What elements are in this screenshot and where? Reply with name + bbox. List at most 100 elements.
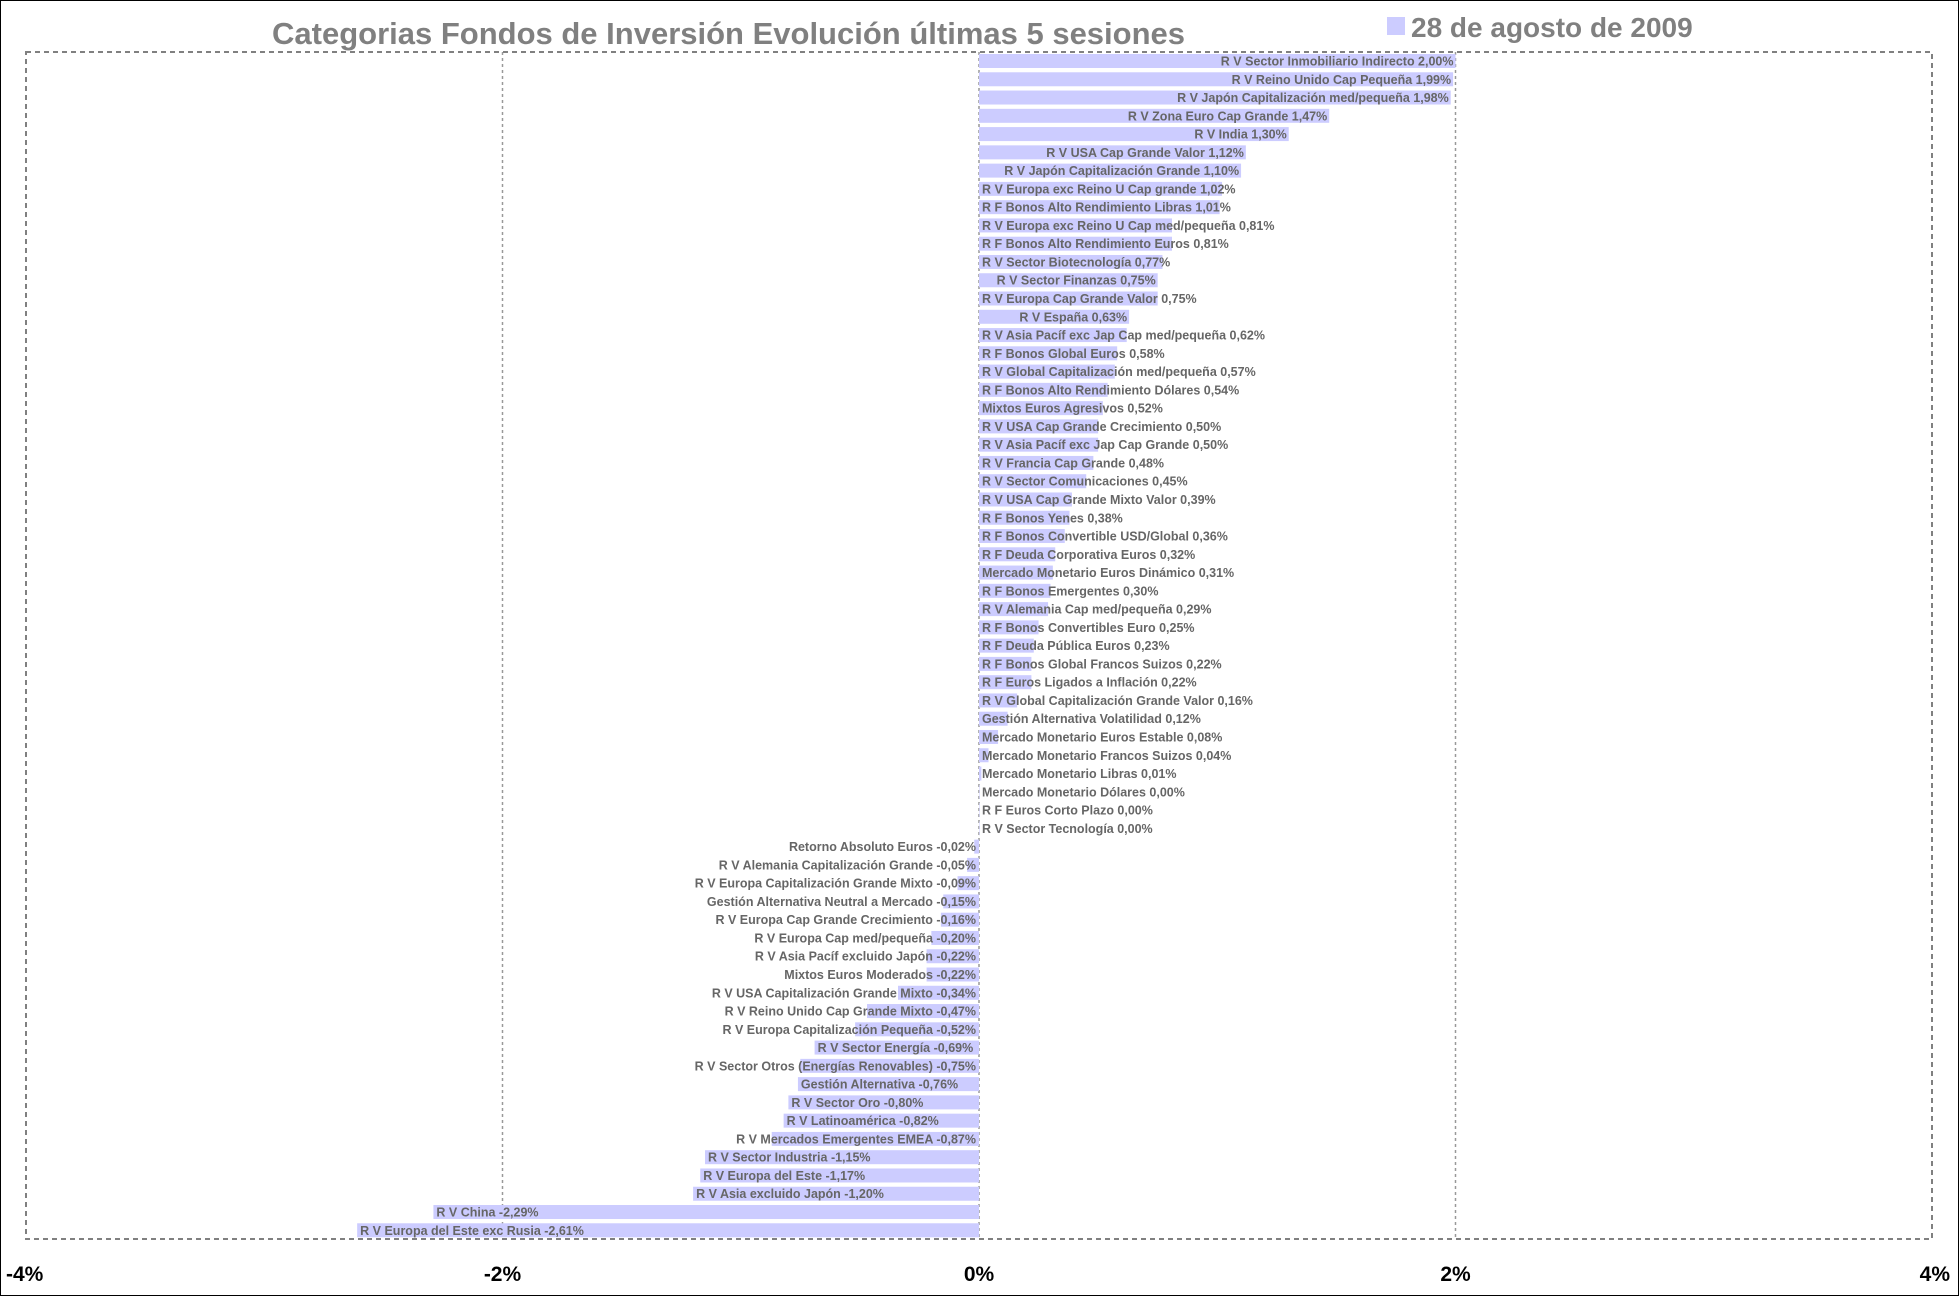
bar-label: R V Latinoamérica -0,82% (787, 1114, 939, 1128)
bar-label: R V Europa Cap med/pequeña -0,20% (754, 931, 976, 945)
x-axis-ticks: -4% -2% 0% 2% 4% (6, 1263, 1950, 1286)
bar (943, 894, 979, 909)
bar-label: Mixtos Euros Moderados -0,22% (784, 968, 976, 982)
bar-label: R V Sector Tecnología 0,00% (982, 822, 1153, 836)
bar-label: R V USA Cap Grande Crecimiento 0,50% (982, 420, 1221, 434)
bar (979, 218, 1172, 233)
bar-label: Mercado Monetario Dólares 0,00% (982, 785, 1185, 799)
bar-label: R V Sector Energía -0,69% (818, 1041, 974, 1055)
bar-label: R V Europa Capitalización Grande Mixto -… (695, 877, 976, 891)
bar (979, 127, 1289, 142)
bar (979, 784, 980, 799)
bar-label: R V Sector Otros (Energías Renovables) -… (695, 1059, 976, 1073)
bar (979, 748, 989, 763)
bar (357, 1223, 980, 1238)
bar (979, 200, 1220, 215)
x-tick-label: -4% (6, 1263, 44, 1286)
bar-label: R V Japón Capitalización Grande 1,10% (1004, 164, 1239, 178)
bar-label: R F Bonos Yenes 0,38% (982, 511, 1123, 525)
bar-label: R F Bonos Alto Rendimiento Libras 1,01% (982, 201, 1231, 215)
bar-label: R V Europa del Este -1,17% (703, 1169, 865, 1183)
bar-label: R V Alemania Capitalización Grande -0,05… (719, 858, 976, 872)
bar (979, 510, 1070, 525)
bar-label: R V Francia Cap Grande 0,48% (982, 456, 1164, 470)
bar (926, 967, 979, 982)
bar (433, 1205, 980, 1220)
bar-label: R V Sector Finanzas 0,75% (997, 274, 1156, 288)
bar (957, 876, 979, 891)
bar (967, 857, 979, 872)
bar (814, 1040, 979, 1055)
bar-label: Mercado Monetario Euros Estable 0,08% (982, 730, 1222, 744)
bar (979, 602, 1049, 617)
bars (357, 54, 1456, 1238)
bar-label: Mercado Monetario Euros Dinámico 0,31% (982, 566, 1234, 580)
bar (979, 346, 1118, 361)
bar-label: R V Europa Capitalización Pequeña -0,52% (722, 1023, 976, 1037)
bar-label: Mercado Monetario Francos Suizos 0,04% (982, 749, 1231, 763)
bar (979, 54, 1456, 68)
bar-label: R V España 0,63% (1019, 310, 1127, 324)
bar-labels: R V Sector Inmobiliario Indirecto 2,00% R… (360, 55, 1453, 1238)
bar (783, 1113, 979, 1128)
bar-label: R V Sector Industria -1,15% (708, 1151, 871, 1165)
bar-label: R V Mercados Emergentes EMEA -0,87% (736, 1132, 976, 1146)
bar (979, 711, 1008, 726)
x-tick-label: 0% (964, 1263, 995, 1286)
bar (979, 90, 1451, 105)
bar (979, 273, 1158, 288)
bar (979, 419, 1099, 434)
bar (979, 656, 1032, 671)
chart-title: Categorias Fondos de Inversión Evolución… (272, 16, 1185, 51)
bar-label: R V Sector Oro -0,80% (791, 1096, 923, 1110)
bar (979, 529, 1065, 544)
bar (979, 108, 1330, 123)
bar (979, 729, 999, 744)
bar-label: R V USA Capitalización Grande Mixto -0,3… (712, 986, 976, 1000)
bar (800, 1058, 979, 1073)
bar (926, 949, 979, 964)
bar-label: R V Asia Pacíf excluido Japón -0,22% (755, 950, 976, 964)
bar (705, 1150, 979, 1165)
bar (979, 236, 1172, 251)
bar (979, 821, 980, 836)
bar (979, 766, 982, 781)
bar-label: R F Bonos Global Francos Suizos 0,22% (982, 657, 1222, 671)
bar-label: Mercado Monetario Libras 0,01% (982, 767, 1177, 781)
bar-label: R F Euros Corto Plazo 0,00% (982, 804, 1153, 818)
bar (855, 1022, 979, 1037)
bar-label: R V Zona Euro Cap Grande 1,47% (1128, 109, 1327, 123)
bar (979, 309, 1130, 324)
bar-label: R F Deuda Corporativa Euros 0,32% (982, 548, 1195, 562)
bar-label: R V Sector Biotecnología 0,77% (982, 255, 1170, 269)
bar (979, 401, 1103, 416)
bar (979, 474, 1087, 489)
bar (979, 693, 1018, 708)
bar (940, 912, 979, 927)
bar (979, 163, 1242, 178)
bar-label: R F Bonos Convertible USD/Global 0,36% (982, 530, 1228, 544)
bar (979, 437, 1099, 452)
bar-label: R V Reino Unido Cap Grande Mixto -0,47% (725, 1005, 976, 1019)
bar-label: Gestión Alternativa -0,76% (801, 1078, 958, 1092)
bar-label: R V Asia Pacíf exc Jap Cap Grande 0,50% (982, 438, 1228, 452)
legend-label: 28 de agosto de 2009 (1411, 12, 1693, 43)
bar-label: R F Bonos Convertibles Euro 0,25% (982, 621, 1195, 635)
bar (979, 803, 980, 818)
bar-label: R V Global Capitalización Grande Valor 0… (982, 694, 1253, 708)
bar-label: R V Sector Inmobiliario Indirecto 2,00% (1221, 55, 1454, 69)
bar-label: R V China -2,29% (436, 1206, 538, 1220)
bar (788, 1095, 979, 1110)
bar (974, 839, 979, 854)
bar-label: R V Reino Unido Cap Pequeña 1,99% (1232, 73, 1452, 87)
bar (979, 291, 1158, 306)
bar-label: R V USA Cap Grande Mixto Valor 0,39% (982, 493, 1216, 507)
bar (700, 1168, 979, 1183)
bar (867, 1004, 979, 1019)
bar (693, 1186, 979, 1201)
bar-label: R V USA Cap Grande Valor 1,12% (1046, 146, 1244, 160)
bar-label: R V Alemania Cap med/pequeña 0,29% (982, 603, 1211, 617)
bar (797, 1077, 979, 1092)
bar-label: R V Sector Comunicaciones 0,45% (982, 475, 1188, 489)
